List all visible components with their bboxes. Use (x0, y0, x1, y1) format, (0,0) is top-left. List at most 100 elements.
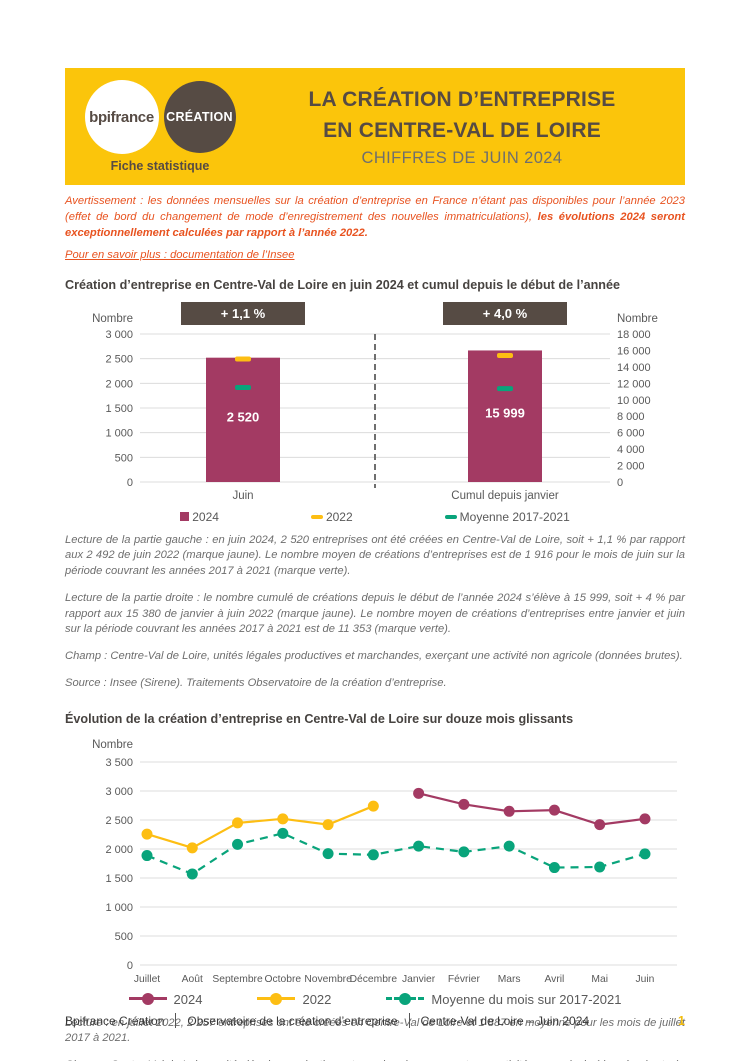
line-dot-swatch-icon (257, 993, 296, 1006)
svg-text:+ 4,0 %: + 4,0 % (483, 306, 528, 321)
svg-text:12 000: 12 000 (617, 378, 651, 390)
page-subtitle: CHIFFRES DE JUIN 2024 (361, 148, 563, 167)
section2-title: Évolution de la création d’entreprise en… (65, 711, 574, 726)
logo-circles: bpifrance CRÉATION (84, 80, 236, 154)
svg-text:+ 1,1 %: + 1,1 % (221, 306, 266, 321)
svg-text:500: 500 (115, 931, 133, 943)
svg-text:Nombre: Nombre (92, 313, 133, 325)
creation-logo-text: CRÉATION (166, 110, 233, 124)
footer-brand: Bpifrance Création (65, 1013, 165, 1028)
legend-item-2024: 2024 (180, 510, 219, 524)
dashed-line-dot-swatch-icon (386, 993, 425, 1006)
logo-block: bpifrance CRÉATION Fiche statistique (65, 80, 249, 173)
svg-text:2 000: 2 000 (105, 844, 133, 856)
line-chart-svg: Nombre 3 500 3 000 2 500 2 000 1 500 1 000 500 0… (92, 739, 677, 985)
svg-text:2 520: 2 520 (227, 409, 260, 424)
legend-label: Moyenne du mois sur 2017-2021 (431, 991, 622, 1007)
svg-text:Juillet: Juillet (134, 974, 160, 985)
svg-text:16 000: 16 000 (617, 345, 651, 357)
svg-text:3 000: 3 000 (105, 786, 133, 798)
svg-text:1 000: 1 000 (105, 902, 133, 914)
bar-chart-wrap: Nombre Nombre 3 000 2 500 2 000 1 500 1 000 500… (65, 301, 685, 524)
page-title-line2: EN CENTRE-VAL DE LOIRE (323, 118, 601, 142)
insee-documentation-link[interactable]: Pour en savoir plus : documentation de l… (65, 248, 295, 261)
legend-item-2022: 2022 (257, 992, 331, 1007)
dash-swatch-icon (310, 514, 323, 519)
svg-text:4 000: 4 000 (617, 444, 645, 456)
square-swatch-icon (180, 512, 190, 522)
svg-text:2 000: 2 000 (105, 378, 133, 390)
bpifrance-logo-icon: bpifrance (84, 80, 159, 154)
lecture-note-2: Lecture : en juillet 2022, 2 257 entrepr… (65, 1016, 685, 1045)
svg-text:Avril: Avril (545, 974, 565, 985)
svg-text:Nombre: Nombre (617, 313, 658, 325)
svg-text:14 000: 14 000 (617, 362, 651, 374)
footer-divider (175, 1013, 177, 1028)
line-dot-swatch-icon (128, 993, 167, 1006)
legend-item-2024: 2024 (128, 991, 203, 1007)
svg-text:8 000: 8 000 (617, 411, 645, 423)
svg-text:Juin: Juin (232, 490, 253, 502)
svg-text:Février: Février (448, 974, 481, 985)
header-band: bpifrance CRÉATION Fiche statistique LA … (65, 68, 685, 185)
svg-text:Novembre: Novembre (304, 974, 352, 985)
bar-chart-svg: Nombre Nombre 3 000 2 500 2 000 1 500 1 000 500… (92, 301, 658, 502)
dash-swatch-icon (444, 514, 457, 519)
legend-label: 2022 (302, 991, 332, 1007)
svg-text:Janvier: Janvier (402, 974, 436, 985)
svg-text:Cumul depuis janvier: Cumul depuis janvier (451, 490, 559, 502)
svg-text:3 500: 3 500 (105, 757, 133, 769)
bpifrance-logo-text: bpifrance (89, 108, 154, 126)
svg-text:Décembre: Décembre (350, 974, 398, 985)
svg-text:0: 0 (617, 477, 623, 489)
section1-title: Création d’entreprise en Centre-Val de L… (65, 277, 620, 292)
champ-note-2: Champ : Centre-Val de Loire, unités léga… (65, 1058, 685, 1061)
champ-note-1: Champ : Centre-Val de Loire, unités léga… (65, 650, 683, 663)
svg-text:Octobre: Octobre (264, 974, 301, 985)
svg-text:2 500: 2 500 (105, 353, 133, 365)
svg-text:2 500: 2 500 (105, 815, 133, 827)
svg-text:Mars: Mars (498, 974, 521, 985)
warning-emphasis: les évolutions 2024 seront exceptionnell… (65, 210, 685, 239)
svg-text:1 000: 1 000 (105, 427, 133, 439)
svg-text:6 000: 6 000 (617, 427, 645, 439)
warning-lead: Avertissement : les données mensuelles s… (65, 195, 685, 223)
lecture-left-note: Lecture de la partie gauche : en juin 20… (65, 533, 685, 578)
svg-text:1 500: 1 500 (105, 873, 133, 885)
page-title-line1: LA CRÉATION D’ENTREPRISE (308, 88, 616, 112)
line-chart-legend: 2024 2022 Moyenne du mois sur 2017-2021 (65, 992, 685, 1007)
svg-text:Juin: Juin (636, 974, 655, 985)
legend-label: Moyenne 2017-2021 (459, 509, 570, 524)
svg-text:0: 0 (127, 960, 133, 972)
svg-text:Nombre: Nombre (92, 739, 133, 751)
page-number: 1 (678, 1013, 685, 1028)
legend-label: 2022 (325, 509, 353, 524)
lecture-right-note: Lecture de la partie droite : le nombre … (65, 591, 685, 636)
svg-text:10 000: 10 000 (617, 394, 651, 406)
page-footer: Bpifrance Création Observatoire de la cr… (65, 1013, 685, 1028)
legend-label: 2024 (173, 991, 203, 1007)
title-block: LA CRÉATION D’ENTREPRISE EN CENTRE-VAL D… (249, 85, 685, 168)
footer-middle: Observatoire de la création d’entreprise (187, 1013, 398, 1028)
svg-text:Septembre: Septembre (212, 974, 263, 985)
svg-text:Août: Août (182, 974, 203, 985)
svg-text:18 000: 18 000 (617, 329, 651, 341)
warning-note: Avertissement : les données mensuelles s… (65, 194, 685, 242)
legend-item-2022: 2022 (310, 509, 353, 524)
svg-text:1 500: 1 500 (105, 403, 133, 415)
tagline: Fiche statistique (110, 159, 210, 173)
svg-text:2 000: 2 000 (617, 460, 645, 472)
page-content: bpifrance CRÉATION Fiche statistique LA … (65, 68, 685, 1061)
line-chart-wrap: Nombre 3 500 3 000 2 500 2 000 1 500 1 000 500 0… (65, 736, 685, 1007)
source-note-1: Source : Insee (Sirene). Traitements Obs… (65, 676, 447, 689)
bar-chart-legend: 2024 2022 Moyenne 2017-2021 (65, 510, 685, 524)
footer-region-date: Centre-Val de Loire – Juin 2024 (420, 1013, 590, 1028)
creation-logo-icon: CRÉATION (163, 81, 236, 153)
svg-text:500: 500 (115, 452, 133, 464)
legend-item-moyenne: Moyenne 2017-2021 (444, 509, 570, 524)
svg-text:Mai: Mai (591, 974, 608, 985)
footer-divider (408, 1013, 410, 1028)
svg-text:3 000: 3 000 (105, 329, 133, 341)
svg-text:0: 0 (127, 477, 133, 489)
